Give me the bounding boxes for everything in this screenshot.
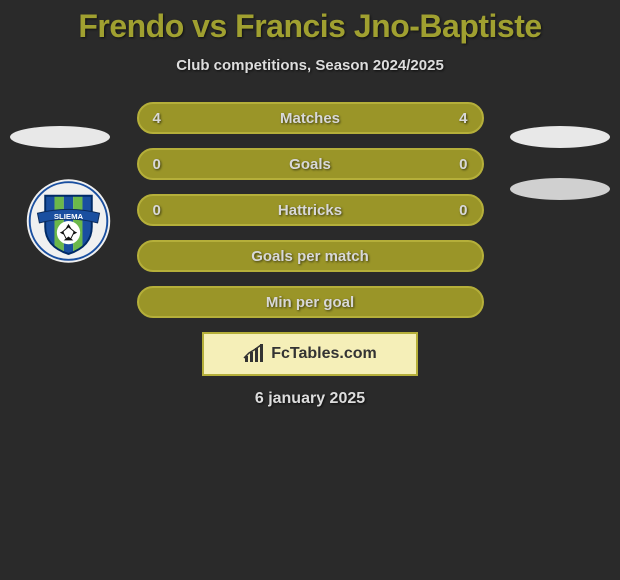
stat-right-value: 4 (459, 110, 467, 127)
site-logo-text: FcTables.com (271, 345, 377, 363)
stat-row-min-per-goal: Min per goal (137, 286, 484, 318)
stat-left-value: 0 (153, 202, 161, 219)
player-oval-right-1 (510, 126, 610, 148)
stat-label: Hattricks (278, 202, 342, 219)
stat-right-value: 0 (459, 156, 467, 173)
stat-row-matches: 4 Matches 4 (137, 102, 484, 134)
subtitle: Club competitions, Season 2024/2025 (0, 57, 620, 74)
stat-row-goals-per-match: Goals per match (137, 240, 484, 272)
club-badge-icon: SLIEMA (20, 178, 117, 264)
stat-label: Goals (289, 156, 331, 173)
bar-chart-icon (243, 344, 265, 364)
stat-left-value: 0 (153, 156, 161, 173)
stat-row-goals: 0 Goals 0 (137, 148, 484, 180)
stat-label: Goals per match (251, 248, 369, 265)
player-oval-right-2 (510, 178, 610, 200)
site-logo-box: FcTables.com (202, 332, 418, 376)
stat-row-hattricks: 0 Hattricks 0 (137, 194, 484, 226)
date-label: 6 january 2025 (0, 390, 620, 408)
page-title: Frendo vs Francis Jno-Baptiste (0, 8, 620, 45)
stat-right-value: 0 (459, 202, 467, 219)
player-oval-left (10, 126, 110, 148)
stat-left-value: 4 (153, 110, 161, 127)
badge-banner-text: SLIEMA (54, 212, 84, 221)
stat-label: Matches (280, 110, 340, 127)
stat-label: Min per goal (266, 294, 354, 311)
